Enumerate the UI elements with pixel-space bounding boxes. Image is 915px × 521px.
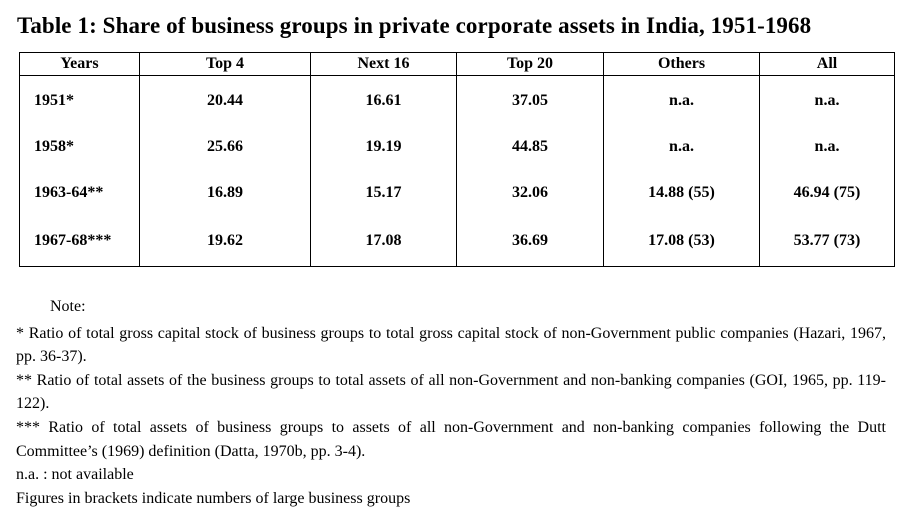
others-cell: n.a. (603, 124, 760, 170)
notes-section: Note: * Ratio of total gross capital sto… (16, 295, 886, 510)
year-cell: 1967-68*** (19, 216, 140, 267)
top-20-cell: 36.69 (456, 216, 604, 267)
assets-share-table: Years Top 4 Next 16 Top 20 Others All 19… (19, 52, 895, 267)
others-cell: 14.88 (55) (603, 170, 760, 216)
note-footnote-double-asterisk: ** Ratio of total assets of the business… (16, 371, 886, 413)
top-4-cell: 16.89 (139, 170, 311, 216)
column-header-others: Others (603, 52, 760, 76)
others-cell: 17.08 (53) (603, 216, 760, 267)
all-cell: n.a. (759, 124, 895, 170)
top-4-cell: 25.66 (139, 124, 311, 170)
table-title: Table 1: Share of business groups in pri… (17, 13, 812, 38)
all-cell: n.a. (759, 75, 895, 124)
note-brackets-definition: Figures in brackets indicate numbers of … (16, 489, 411, 507)
top-20-cell: 37.05 (456, 75, 604, 124)
column-header-next-16: Next 16 (310, 52, 457, 76)
top-4-cell: 19.62 (139, 216, 311, 267)
top-20-cell: 32.06 (456, 170, 604, 216)
next-16-cell: 15.17 (310, 170, 457, 216)
year-cell: 1963-64** (19, 170, 140, 216)
next-16-cell: 16.61 (310, 75, 457, 124)
table-row: 1967-68*** 19.62 17.08 36.69 17.08 (53) … (19, 216, 895, 267)
next-16-cell: 17.08 (310, 216, 457, 267)
notes-heading: Note: (50, 298, 86, 315)
note-footnote-single-asterisk: * Ratio of total gross capital stock of … (16, 324, 886, 366)
table-row: 1963-64** 16.89 15.17 32.06 14.88 (55) 4… (19, 170, 895, 216)
table-header-row: Years Top 4 Next 16 Top 20 Others All (19, 52, 895, 76)
year-cell: 1951* (19, 75, 140, 124)
note-na-definition: n.a. : not available (16, 466, 134, 484)
all-cell: 53.77 (73) (759, 216, 895, 267)
year-cell: 1958* (19, 124, 140, 170)
note-footnote-triple-asterisk: *** Ratio of total assets of business gr… (16, 418, 886, 460)
all-cell: 46.94 (75) (759, 170, 895, 216)
table-row: 1958* 25.66 19.19 44.85 n.a. n.a. (19, 124, 895, 170)
column-header-all: All (759, 52, 895, 76)
column-header-top-20: Top 20 (456, 52, 604, 76)
table-row: 1951* 20.44 16.61 37.05 n.a. n.a. (19, 75, 895, 124)
top-20-cell: 44.85 (456, 124, 604, 170)
next-16-cell: 19.19 (310, 124, 457, 170)
column-header-top-4: Top 4 (139, 52, 311, 76)
others-cell: n.a. (603, 75, 760, 124)
column-header-years: Years (19, 52, 140, 76)
top-4-cell: 20.44 (139, 75, 311, 124)
